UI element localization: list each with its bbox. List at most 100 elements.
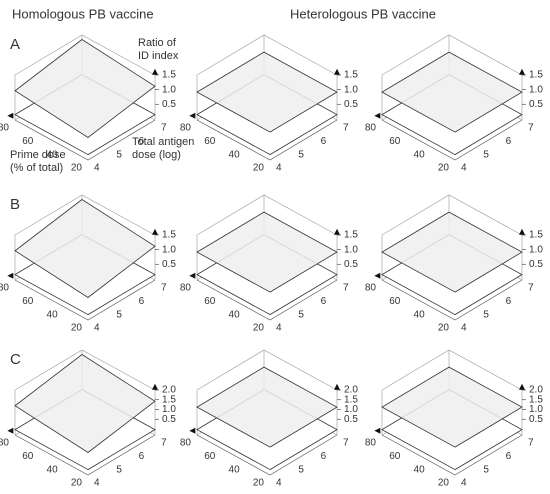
y-tick-label: 20 (438, 323, 450, 334)
x-axis-title: Total antigen (132, 136, 194, 148)
z-tick-label: 1.0 (162, 244, 176, 255)
z-axis-title: ID index (138, 50, 179, 62)
z-axis-title: Ratio of (138, 37, 177, 49)
surface (196, 211, 338, 293)
row-label: B (10, 196, 20, 213)
x-tick-label: 6 (321, 136, 327, 147)
y-axis-title: Prime dose (10, 149, 66, 161)
z-tick-label: 2.0 (344, 385, 358, 396)
y-tick-label: 80 (0, 283, 9, 294)
x-tick-label: 4 (276, 478, 282, 489)
y-tick-label: 40 (414, 464, 426, 475)
y-axis-title: (% of total) (10, 162, 63, 174)
x-tick-label: 6 (506, 451, 512, 462)
z-tick-label: 2.0 (162, 385, 176, 396)
box-edge (381, 119, 523, 161)
box-edge (14, 119, 156, 161)
axis-arrow (7, 427, 14, 434)
x-tick-label: 6 (139, 136, 145, 147)
z-tick-label: 0.5 (162, 259, 176, 270)
y-tick-label: 60 (22, 136, 34, 147)
x-tick-label: 7 (528, 123, 534, 134)
z-tick-label: 0.5 (344, 414, 358, 425)
axis-arrow (374, 112, 381, 119)
x-tick-label: 5 (116, 464, 122, 475)
y-tick-label: 60 (22, 451, 34, 462)
surface (381, 51, 523, 133)
z-tick-label: 0.5 (529, 259, 543, 270)
axis-arrow (7, 272, 14, 279)
y-tick-label: 40 (47, 309, 59, 320)
y-tick-label: 60 (389, 451, 401, 462)
box-edge (14, 434, 156, 476)
axis-arrow (152, 383, 158, 390)
x-tick-label: 6 (506, 136, 512, 147)
z-tick-label: 1.5 (529, 394, 543, 405)
x-tick-label: 6 (506, 296, 512, 307)
y-tick-label: 80 (365, 283, 377, 294)
y-tick-label: 80 (0, 438, 9, 449)
x-tick-label: 4 (461, 163, 467, 174)
x-tick-label: 7 (343, 123, 349, 134)
y-tick-label: 80 (0, 123, 9, 134)
x-tick-label: 6 (321, 451, 327, 462)
z-tick-label: 1.0 (162, 404, 176, 415)
z-tick-label: 1.0 (344, 84, 358, 95)
z-tick-label: 1.0 (529, 244, 543, 255)
y-tick-label: 20 (438, 163, 450, 174)
x-tick-label: 5 (116, 149, 122, 160)
x-tick-label: 5 (483, 309, 489, 320)
z-tick-label: 1.5 (162, 70, 176, 81)
y-tick-label: 20 (253, 478, 265, 489)
y-tick-label: 60 (22, 296, 34, 307)
axis-arrow (334, 68, 340, 75)
x-tick-label: 5 (483, 464, 489, 475)
axis-arrow (334, 228, 340, 235)
z-tick-label: 1.5 (162, 230, 176, 241)
surface (196, 51, 338, 133)
z-tick-label: 1.0 (529, 84, 543, 95)
y-tick-label: 20 (71, 163, 83, 174)
column-header: Homologous PB vaccine (12, 6, 154, 21)
z-tick-label: 1.0 (529, 404, 543, 415)
x-axis-title: dose (log) (132, 149, 181, 161)
z-tick-label: 1.0 (162, 84, 176, 95)
box-edge (196, 119, 338, 161)
axis-arrow (189, 427, 196, 434)
x-tick-label: 4 (94, 163, 100, 174)
z-tick-label: 1.5 (162, 394, 176, 405)
y-tick-label: 80 (180, 283, 192, 294)
x-tick-label: 7 (343, 438, 349, 449)
y-tick-label: 60 (204, 451, 216, 462)
y-tick-label: 40 (229, 309, 241, 320)
box-edge (196, 279, 338, 321)
z-tick-label: 1.5 (344, 394, 358, 405)
z-tick-label: 0.5 (529, 99, 543, 110)
axis-arrow (519, 383, 525, 390)
y-tick-label: 60 (204, 136, 216, 147)
x-tick-label: 5 (298, 149, 304, 160)
axis-arrow (334, 383, 340, 390)
x-tick-label: 6 (139, 296, 145, 307)
surface (14, 354, 156, 453)
x-tick-label: 4 (276, 163, 282, 174)
surface (14, 199, 156, 298)
y-tick-label: 80 (365, 438, 377, 449)
axis-arrow (374, 427, 381, 434)
y-tick-label: 20 (438, 478, 450, 489)
y-tick-label: 20 (253, 163, 265, 174)
y-tick-label: 20 (253, 323, 265, 334)
y-tick-label: 80 (365, 123, 377, 134)
surface (381, 211, 523, 293)
y-tick-label: 40 (414, 309, 426, 320)
x-tick-label: 6 (321, 296, 327, 307)
axis-arrow (152, 68, 158, 75)
z-tick-label: 1.0 (344, 244, 358, 255)
x-tick-label: 4 (94, 478, 100, 489)
x-tick-label: 5 (298, 464, 304, 475)
y-tick-label: 20 (71, 323, 83, 334)
y-tick-label: 40 (414, 149, 426, 160)
surface (381, 366, 523, 448)
x-tick-label: 4 (94, 323, 100, 334)
